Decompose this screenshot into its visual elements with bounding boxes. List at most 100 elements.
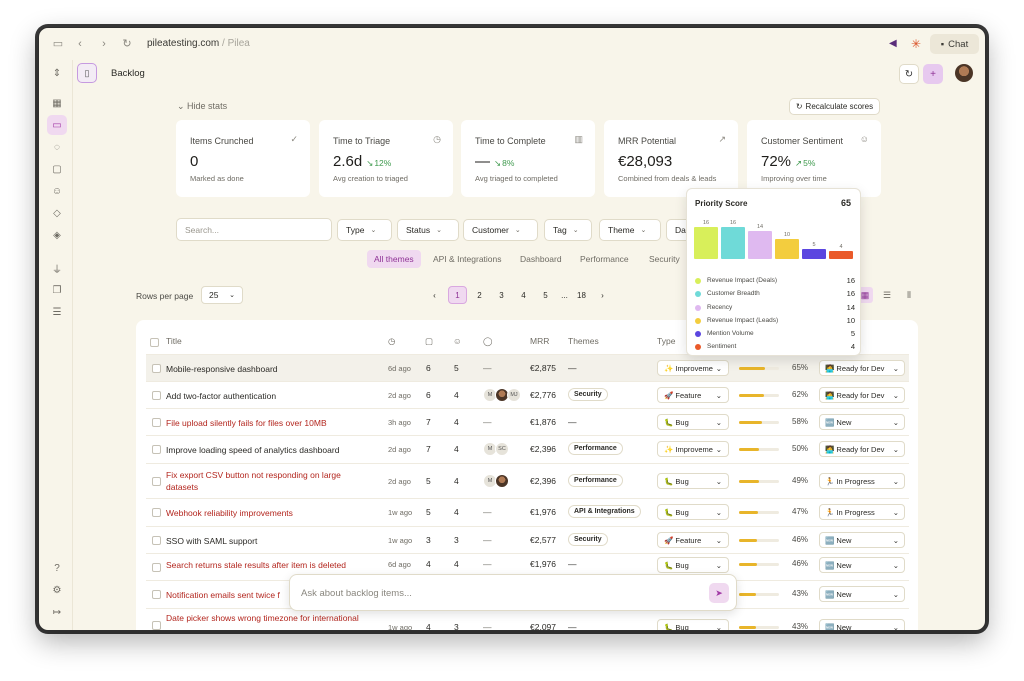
row-type-select[interactable]: 🐛 Bug ⌄ (657, 619, 729, 630)
row-score[interactable]: 50% (792, 444, 809, 453)
tab-security[interactable]: Security (649, 254, 680, 264)
sidebar-toggle-icon[interactable]: ▭ (52, 38, 64, 50)
row-type-select[interactable]: ✨ Improveme ⌄ (657, 360, 729, 376)
messages-icon[interactable]: ▢ (52, 163, 62, 175)
table-row[interactable]: Improve loading speed of analytics dashb… (146, 435, 909, 463)
row-theme-badge[interactable]: Security (568, 533, 608, 546)
table-row[interactable]: SSO with SAML support 1w ago 3 3 — €2,57… (146, 526, 909, 553)
comment-icon[interactable]: ▢ (425, 336, 434, 346)
table-row[interactable]: File upload silently fails for files ove… (146, 408, 909, 435)
row-theme-badge[interactable]: Performance (568, 442, 623, 455)
col-header-type[interactable]: Type (657, 336, 676, 346)
row-type-select[interactable]: 🐛 Bug ⌄ (657, 414, 729, 430)
row-title[interactable]: SSO with SAML support (166, 536, 258, 546)
row-status-select[interactable]: 🆕 New ⌄ (819, 414, 905, 430)
logout-icon[interactable]: ↦ (52, 606, 62, 618)
users-icon[interactable]: ☺ (453, 336, 462, 346)
sparkle-extension-icon[interactable]: ✳ (911, 37, 922, 51)
chat-input[interactable]: Ask about backlog items... ➤ (289, 574, 737, 611)
table-row[interactable]: Fix export CSV button not responding on … (146, 463, 909, 498)
row-status-select[interactable]: 🆕 New ⌄ (819, 586, 905, 602)
row-title[interactable]: Fix export CSV button not responding on … (166, 470, 341, 492)
row-score[interactable]: 43% (792, 622, 809, 631)
filter-theme-button[interactable]: Theme ⌄ (599, 219, 661, 241)
user-avatar[interactable] (955, 64, 973, 82)
row-status-select[interactable]: 🆕 New ⌄ (819, 619, 905, 630)
col-header-themes[interactable]: Themes (568, 336, 599, 346)
filter-status-button[interactable]: Status ⌄ (397, 219, 459, 241)
settings-gear-icon[interactable]: ⚙ (52, 584, 62, 596)
message-icon[interactable]: ◯ (483, 336, 493, 346)
row-score[interactable]: 43% (792, 589, 809, 598)
plug-icon[interactable]: ⏚ (52, 264, 62, 276)
row-checkbox[interactable] (152, 445, 161, 454)
table-row[interactable]: Add two-factor authentication 2d ago 6 4… (146, 381, 909, 408)
table-row[interactable]: Date picker shows wrong timezone for int… (146, 608, 909, 631)
send-icon[interactable]: ➤ (709, 583, 729, 603)
row-type-select[interactable]: 🐛 Bug ⌄ (657, 504, 729, 520)
list-view-icon[interactable]: ☰ (882, 289, 892, 300)
tag-icon[interactable]: ◇ (53, 207, 61, 219)
board-view-icon[interactable]: ▦ (857, 287, 873, 303)
row-score[interactable]: 62% (792, 390, 809, 399)
row-status-select[interactable]: 🏃 In Progress ⌄ (819, 473, 905, 489)
hide-stats-toggle[interactable]: ⌄ Hide stats (177, 101, 227, 112)
row-checkbox[interactable] (152, 563, 161, 572)
row-status-select[interactable]: 🧑‍💻 Ready for Dev ⌄ (819, 441, 905, 457)
tab-all-themes[interactable]: All themes (367, 250, 421, 268)
row-checkbox[interactable] (152, 590, 161, 599)
row-title[interactable]: Notification emails sent twice f (166, 590, 280, 600)
row-checkbox[interactable] (152, 477, 161, 486)
table-row[interactable]: Mobile-responsive dashboard 6d ago 6 5 —… (146, 354, 909, 381)
row-status-select[interactable]: 🧑‍💻 Ready for Dev ⌄ (819, 387, 905, 403)
page-18-button[interactable]: 18 (577, 290, 586, 300)
row-checkbox[interactable] (152, 418, 161, 427)
clock-icon[interactable]: ◷ (388, 336, 396, 346)
row-type-select[interactable]: 🐛 Bug ⌄ (657, 557, 729, 573)
row-score[interactable]: 49% (792, 476, 809, 485)
inbox-icon[interactable]: ▭ (47, 115, 67, 135)
row-type-select[interactable]: 🚀 Feature ⌄ (657, 387, 729, 403)
row-status-select[interactable]: 🆕 New ⌄ (819, 532, 905, 548)
tab-performance[interactable]: Performance (580, 254, 629, 264)
row-theme-badge[interactable]: Performance (568, 474, 623, 487)
row-checkbox[interactable] (152, 364, 161, 373)
address-bar[interactable]: pileatesting.com / Pilea (147, 38, 250, 49)
panel-toggle-button[interactable]: ▯ (77, 63, 97, 83)
row-status-select[interactable]: 🆕 New ⌄ (819, 557, 905, 573)
row-title[interactable]: File upload silently fails for files ove… (166, 418, 327, 428)
row-score[interactable]: 58% (792, 417, 809, 426)
list-icon[interactable]: ☰ (52, 306, 62, 318)
row-checkbox[interactable] (152, 536, 161, 545)
col-header-title[interactable]: Title (166, 336, 182, 346)
row-score[interactable]: 46% (792, 559, 809, 568)
dashboard-grid-icon[interactable]: ▦ (52, 97, 62, 109)
back-icon[interactable]: ‹ (78, 38, 82, 50)
row-score[interactable]: 46% (792, 535, 809, 544)
lightbulb-icon[interactable]: ◌ (54, 141, 60, 153)
row-title[interactable]: Search returns stale results after item … (166, 560, 346, 570)
row-status-select[interactable]: 🏃 In Progress ⌄ (819, 504, 905, 520)
refresh-button[interactable]: ↻ (899, 64, 919, 84)
workspace-switcher-icon[interactable]: ⇕ (52, 67, 62, 79)
row-title[interactable]: Mobile-responsive dashboard (166, 364, 278, 374)
prev-page-button[interactable]: ‹ (433, 290, 436, 300)
row-type-select[interactable]: ✨ Improveme ⌄ (657, 441, 729, 457)
extension-icon[interactable]: ◀ (889, 38, 897, 49)
recalculate-scores-button[interactable]: ↻ Recalculate scores (789, 98, 880, 115)
page-5-button[interactable]: 5 (543, 290, 548, 300)
table-row[interactable]: Webhook reliability improvements 1w ago … (146, 498, 909, 526)
table-row[interactable]: Search returns stale results after item … (146, 553, 909, 580)
row-score[interactable]: 47% (792, 507, 809, 516)
tab-api-integrations[interactable]: API & Integrations (433, 254, 502, 264)
filter-tag-button[interactable]: Tag ⌄ (544, 219, 592, 241)
row-title[interactable]: Add two-factor authentication (166, 391, 277, 401)
forward-icon[interactable]: › (102, 38, 106, 50)
filter-customer-button[interactable]: Customer ⌄ (463, 219, 538, 241)
search-input[interactable]: Search... (176, 218, 332, 241)
tab-dashboard[interactable]: Dashboard (520, 254, 562, 264)
users-icon[interactable]: ☺ (51, 185, 63, 197)
row-checkbox[interactable] (152, 391, 161, 400)
row-theme-badge[interactable]: API & Integrations (568, 505, 641, 518)
next-page-button[interactable]: › (601, 290, 604, 300)
